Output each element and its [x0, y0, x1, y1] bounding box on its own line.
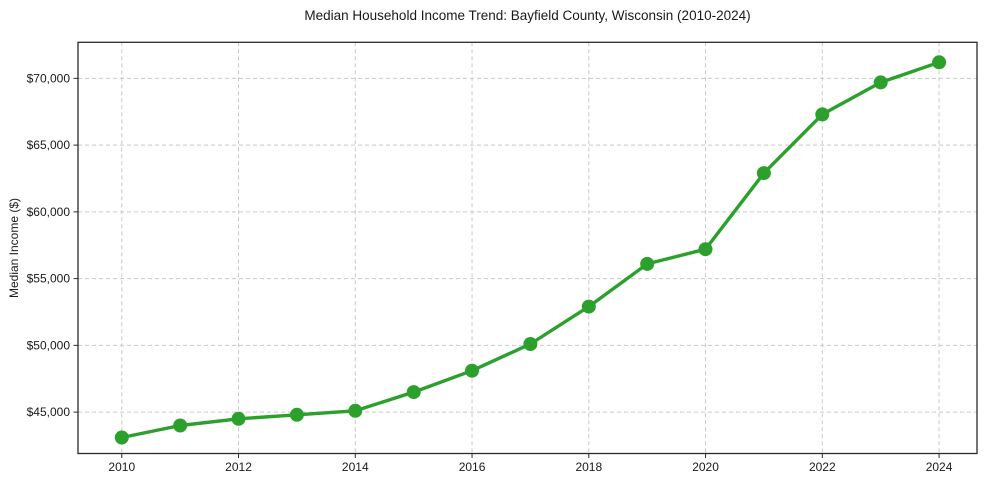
plot-border	[77, 41, 978, 455]
data-point-2024	[932, 55, 947, 70]
data-point-2013	[289, 407, 304, 422]
data-point-2018	[581, 299, 596, 314]
x-tick-label: 2010	[108, 460, 135, 474]
data-point-2016	[465, 363, 479, 378]
data-point-2020	[698, 242, 713, 257]
y-tick-label: $55,000	[27, 272, 71, 286]
x-tick-label: 2024	[926, 460, 953, 474]
data-point-2021	[756, 166, 771, 181]
data-point-2010	[114, 430, 129, 445]
data-point-2015	[406, 385, 421, 400]
x-tick-label: 2016	[459, 460, 486, 474]
y-tick-label: $45,000	[27, 405, 71, 419]
x-tick-label: 2022	[809, 460, 836, 474]
y-tick-label: $60,000	[27, 205, 71, 219]
data-point-2012	[231, 411, 246, 426]
data-point-2014	[348, 403, 363, 418]
y-tick-label: $65,000	[27, 138, 71, 152]
income-trend-line	[120, 60, 941, 440]
x-tick-label: 2014	[342, 460, 369, 474]
chart-title: Median Household Income Trend: Bayfield …	[304, 8, 751, 23]
x-tick-label: 2012	[225, 460, 252, 474]
data-point-2019	[640, 256, 655, 271]
data-point-2017	[523, 337, 538, 351]
y-tick-label: $70,000	[27, 71, 71, 85]
data-point-2022	[815, 107, 830, 122]
data-point-2023	[873, 75, 888, 90]
y-tick-label: $50,000	[27, 338, 71, 352]
x-tick-label: 2018	[575, 460, 602, 474]
data-point-2011	[173, 418, 188, 433]
x-tick-label: 2020	[692, 460, 719, 474]
